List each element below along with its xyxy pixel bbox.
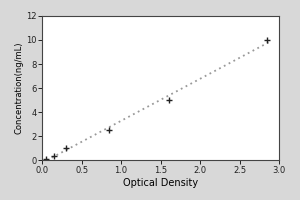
X-axis label: Optical Density: Optical Density: [123, 178, 198, 188]
Y-axis label: Concentration(ng/mL): Concentration(ng/mL): [14, 42, 23, 134]
